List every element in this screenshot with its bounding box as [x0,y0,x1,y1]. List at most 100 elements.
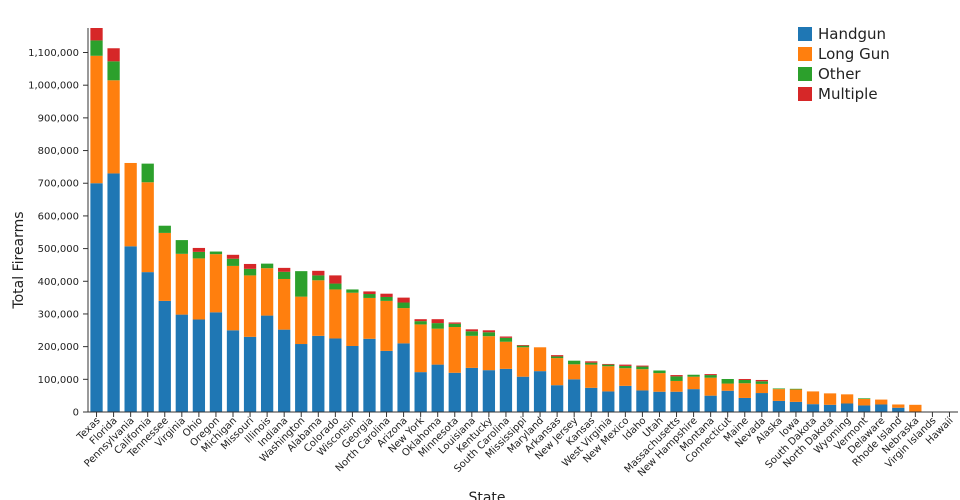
bar-segment-handgun[interactable] [550,385,564,412]
bar-segment-handgun[interactable] [346,345,359,412]
bar-segment-other[interactable] [858,398,871,399]
bar-segment-handgun[interactable] [90,183,103,412]
bar-segment-multiple[interactable] [312,270,325,276]
bar-segment-long-gun[interactable] [772,389,786,401]
bar-segment-handgun[interactable] [312,335,325,412]
bar-segment-handgun[interactable] [840,403,854,412]
bar-segment-handgun[interactable] [243,336,257,412]
legend-swatch-long-gun[interactable] [798,47,812,61]
bar-segment-multiple[interactable] [619,364,632,366]
bar-segment-other[interactable] [670,376,683,381]
bar-segment-handgun[interactable] [278,329,291,412]
bar-segment-long-gun[interactable] [397,308,410,344]
bar-segment-long-gun[interactable] [909,404,922,412]
bar-segment-other[interactable] [550,356,564,359]
bar-segment-long-gun[interactable] [482,336,496,371]
bar-segment-handgun[interactable] [124,246,137,412]
bar-segment-handgun[interactable] [892,407,905,412]
bar-segment-other[interactable] [636,366,649,370]
bar-segment-other[interactable] [380,296,393,301]
bar-segment-long-gun[interactable] [636,369,649,391]
bar-segment-long-gun[interactable] [875,399,888,405]
bar-segment-handgun[interactable] [499,368,513,412]
bar-segment-long-gun[interactable] [755,383,768,394]
bar-segment-other[interactable] [687,374,700,377]
bar-segment-multiple[interactable] [397,297,410,303]
bar-segment-handgun[interactable] [704,395,717,412]
bar-segment-handgun[interactable] [738,397,751,412]
bar-segment-long-gun[interactable] [448,327,461,373]
bar-segment-multiple[interactable] [448,322,461,324]
bar-segment-other[interactable] [721,378,734,384]
bar-segment-long-gun[interactable] [226,265,240,331]
bar-segment-other[interactable] [295,271,308,297]
bar-segment-long-gun[interactable] [858,398,871,406]
bar-segment-other[interactable] [278,271,291,279]
bar-segment-long-gun[interactable] [243,275,257,337]
bar-segment-handgun[interactable] [533,371,547,412]
bar-segment-long-gun[interactable] [363,297,376,339]
bar-segment-multiple[interactable] [192,247,206,252]
bar-segment-multiple[interactable] [243,263,257,269]
bar-segment-long-gun[interactable] [721,383,734,391]
bar-segment-long-gun[interactable] [499,341,513,369]
bar-segment-other[interactable] [568,360,581,365]
bar-segment-other[interactable] [789,388,803,390]
bar-segment-multiple[interactable] [499,336,513,338]
bar-segment-other[interactable] [329,283,342,290]
bar-segment-multiple[interactable] [107,48,120,62]
bar-segment-other[interactable] [602,364,615,367]
bar-segment-handgun[interactable] [636,390,649,412]
bar-segment-long-gun[interactable] [516,347,530,377]
bar-segment-handgun[interactable] [226,330,240,412]
bar-segment-other[interactable] [192,251,206,259]
bar-segment-other[interactable] [175,240,188,254]
bar-segment-multiple[interactable] [550,355,564,357]
bar-segment-long-gun[interactable] [346,292,359,346]
bar-segment-long-gun[interactable] [806,391,820,405]
bar-segment-handgun[interactable] [585,387,598,412]
bar-segment-long-gun[interactable] [619,368,632,386]
bar-segment-long-gun[interactable] [533,347,547,372]
bar-segment-multiple[interactable] [90,28,103,41]
bar-segment-long-gun[interactable] [260,268,274,316]
bar-segment-long-gun[interactable] [107,80,120,174]
bar-segment-long-gun[interactable] [90,55,103,184]
bar-segment-long-gun[interactable] [329,289,342,339]
bar-segment-long-gun[interactable] [192,258,206,320]
bar-segment-other[interactable] [653,370,666,374]
bar-segment-other[interactable] [312,275,325,281]
bar-segment-long-gun[interactable] [295,296,308,345]
bar-segment-other[interactable] [363,294,376,298]
bar-segment-long-gun[interactable] [209,254,223,313]
bar-segment-other[interactable] [414,321,427,325]
bar-segment-handgun[interactable] [329,338,342,412]
legend-swatch-multiple[interactable] [798,87,812,101]
bar-segment-other[interactable] [243,268,257,276]
bar-segment-multiple[interactable] [636,365,649,367]
bar-segment-other[interactable] [585,362,598,365]
bar-segment-long-gun[interactable] [687,376,700,390]
bar-segment-handgun[interactable] [482,370,496,412]
bar-segment-handgun[interactable] [431,364,444,412]
bar-segment-handgun[interactable] [465,367,478,412]
bar-segment-long-gun[interactable] [465,335,478,368]
bar-segment-handgun[interactable] [806,404,820,412]
bar-segment-multiple[interactable] [755,379,768,382]
bar-segment-multiple[interactable] [585,361,598,363]
bar-segment-handgun[interactable] [141,272,154,412]
bar-segment-multiple[interactable] [670,375,683,377]
bar-segment-multiple[interactable] [482,330,496,333]
bar-segment-multiple[interactable] [516,345,530,346]
bar-segment-long-gun[interactable] [278,278,291,330]
legend-swatch-other[interactable] [798,67,812,81]
bar-segment-long-gun[interactable] [431,328,444,365]
bar-segment-handgun[interactable] [158,300,171,412]
bar-segment-long-gun[interactable] [840,394,854,404]
bar-segment-handgun[interactable] [295,344,308,412]
bar-segment-multiple[interactable] [704,374,717,376]
bar-segment-other[interactable] [260,263,274,269]
bar-segment-other[interactable] [499,337,513,342]
bar-segment-handgun[interactable] [363,338,376,412]
bar-segment-other[interactable] [772,388,786,390]
